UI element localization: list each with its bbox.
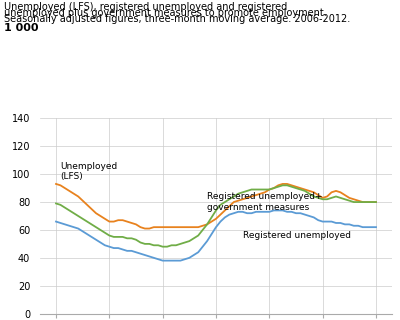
Text: Unemployed
(LFS): Unemployed (LFS) <box>60 162 118 181</box>
Text: Registered unemployed: Registered unemployed <box>243 231 351 240</box>
Text: unemployed plus government measures to promote employment.: unemployed plus government measures to p… <box>4 8 327 18</box>
Text: Unemployed (LFS), registered unemployed and registered: Unemployed (LFS), registered unemployed … <box>4 2 287 12</box>
Text: 1 000: 1 000 <box>4 23 38 33</box>
Text: Registered unemployed+
government measures: Registered unemployed+ government measur… <box>207 192 323 212</box>
Text: Seasonally adjusted figures, three-month moving average. 2006-2012.: Seasonally adjusted figures, three-month… <box>4 14 350 24</box>
